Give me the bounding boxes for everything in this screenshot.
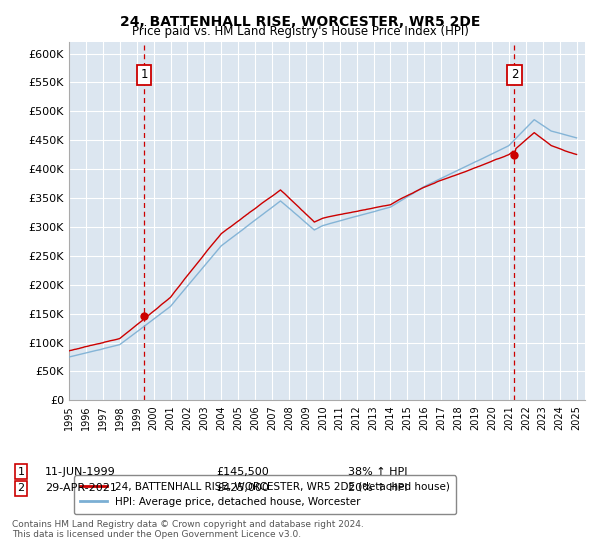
Text: 38% ↑ HPI: 38% ↑ HPI: [348, 466, 407, 477]
Text: Contains HM Land Registry data © Crown copyright and database right 2024.
This d: Contains HM Land Registry data © Crown c…: [12, 520, 364, 539]
Legend: 24, BATTENHALL RISE, WORCESTER, WR5 2DE (detached house), HPI: Average price, de: 24, BATTENHALL RISE, WORCESTER, WR5 2DE …: [74, 475, 456, 514]
Text: 1: 1: [140, 68, 148, 81]
Title: 24, BATTENHALL RISE, WORCESTER, WR5 2DE
Price paid vs. HM Land Registry's House : 24, BATTENHALL RISE, WORCESTER, WR5 2DE …: [0, 559, 1, 560]
Text: £145,500: £145,500: [216, 466, 269, 477]
Text: Price paid vs. HM Land Registry's House Price Index (HPI): Price paid vs. HM Land Registry's House …: [131, 25, 469, 38]
Text: 11-JUN-1999: 11-JUN-1999: [45, 466, 116, 477]
Text: 2: 2: [17, 483, 25, 493]
Text: 24, BATTENHALL RISE, WORCESTER, WR5 2DE: 24, BATTENHALL RISE, WORCESTER, WR5 2DE: [120, 15, 480, 29]
Text: £425,000: £425,000: [216, 483, 269, 493]
Text: 1: 1: [17, 466, 25, 477]
Text: 2: 2: [511, 68, 518, 81]
Text: 29-APR-2021: 29-APR-2021: [45, 483, 117, 493]
Text: 20% ↑ HPI: 20% ↑ HPI: [348, 483, 407, 493]
